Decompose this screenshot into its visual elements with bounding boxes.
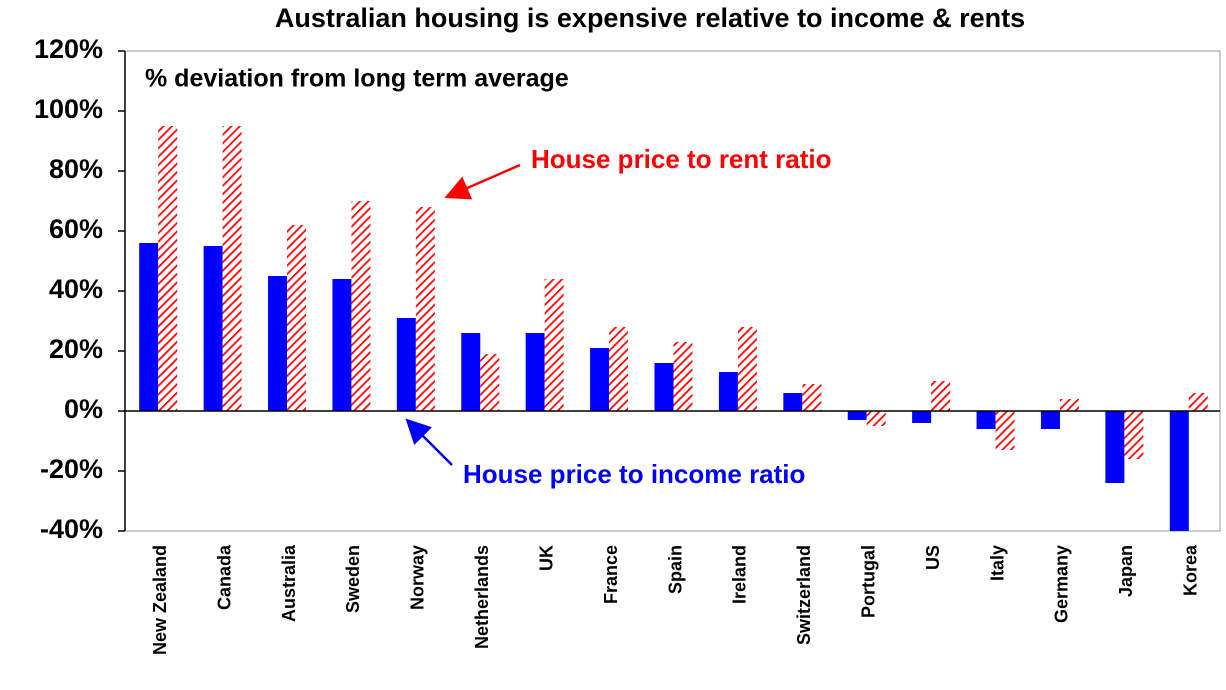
- x-tick-label: Australia: [279, 544, 299, 622]
- bar: [609, 327, 629, 411]
- bar: [1059, 399, 1079, 411]
- y-tick-label: 40%: [49, 274, 103, 304]
- x-tick-label: Switzerland: [794, 545, 814, 645]
- y-tick-label: 100%: [34, 94, 103, 124]
- x-tick-label: US: [923, 545, 943, 570]
- bar: [544, 279, 564, 411]
- bar: [480, 354, 500, 411]
- chart-title: Australian housing is expensive relative…: [275, 3, 1025, 33]
- bar: [287, 225, 307, 411]
- bar: [461, 333, 481, 411]
- bar: [1188, 393, 1208, 411]
- bar: [525, 333, 545, 411]
- bar: [976, 411, 996, 429]
- bar: [673, 342, 693, 411]
- series-label: House price to rent ratio: [531, 144, 832, 174]
- x-tick-label: New Zealand: [150, 545, 170, 655]
- bar: [847, 411, 867, 420]
- bar: [590, 348, 610, 411]
- bar: [654, 363, 674, 411]
- x-tick-label: Japan: [1116, 545, 1136, 597]
- bar: [1040, 411, 1060, 429]
- bar: [1124, 411, 1144, 459]
- y-tick-label: -20%: [40, 454, 103, 484]
- arrow: [444, 163, 521, 200]
- bar: [396, 318, 416, 411]
- y-tick-label: 20%: [49, 334, 103, 364]
- y-tick-label: 120%: [34, 34, 103, 64]
- x-tick-label: Sweden: [343, 545, 363, 613]
- bar: [931, 381, 951, 411]
- bar: [222, 126, 242, 411]
- bar: [737, 327, 757, 411]
- bar: [203, 246, 223, 411]
- bar: [866, 411, 886, 426]
- y-tick-label: -40%: [40, 514, 103, 544]
- y-tick-label: 80%: [49, 154, 103, 184]
- bar: [1105, 411, 1125, 483]
- x-tick-label: Korea: [1181, 544, 1201, 596]
- x-tick-label: France: [601, 545, 621, 604]
- x-tick-label: Italy: [987, 545, 1007, 581]
- bar: [912, 411, 932, 423]
- bar: [351, 201, 371, 411]
- x-tick-label: Canada: [214, 544, 234, 610]
- x-tick-label: Norway: [408, 545, 428, 610]
- bar: [332, 279, 352, 411]
- x-tick-label: UK: [536, 545, 556, 571]
- bar: [139, 243, 159, 411]
- bar: [802, 384, 822, 411]
- bar: [1169, 411, 1189, 531]
- bar: [718, 372, 738, 411]
- x-tick-label: Portugal: [858, 545, 878, 618]
- subtitle: % deviation from long term average: [145, 65, 569, 93]
- bar: [995, 411, 1015, 450]
- series-label: House price to income ratio: [463, 459, 805, 489]
- bar: [783, 393, 803, 411]
- x-tick-label: Ireland: [730, 545, 750, 604]
- y-tick-label: 60%: [49, 214, 103, 244]
- x-tick-label: Germany: [1052, 545, 1072, 623]
- x-tick-label: Spain: [665, 545, 685, 594]
- bar: [415, 207, 435, 411]
- x-tick-label: Netherlands: [472, 545, 492, 649]
- bar: [158, 126, 178, 411]
- y-tick-label: 0%: [64, 394, 103, 424]
- arrow: [405, 418, 453, 466]
- bar: [268, 276, 288, 411]
